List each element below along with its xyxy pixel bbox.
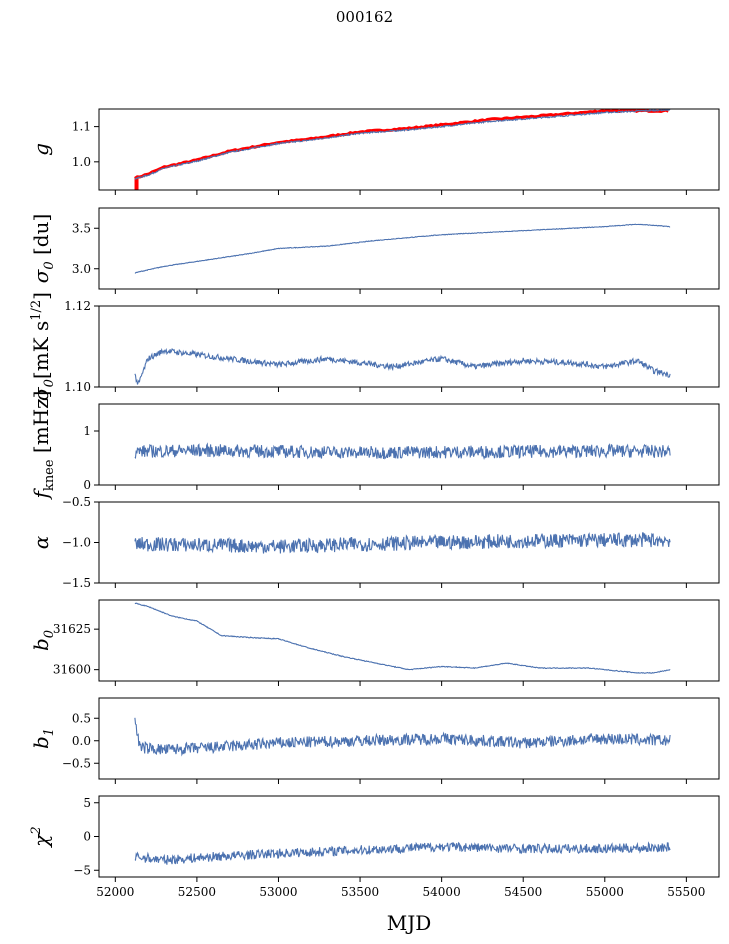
y-tick-label: 3.5 [72,221,91,235]
panel-frame [98,108,720,191]
y-tick-label: −0.5 [62,495,91,509]
panel-frame [98,403,720,486]
y-tick-label: 31625 [53,622,91,636]
figure-title: 000162 [335,8,394,26]
panel-frame [98,795,720,878]
y-tick-label: 5 [83,796,91,810]
y-tick-label: 0.5 [72,711,91,725]
panel-3: 1.10 1.12 σ0[mK s1/2] [29,292,720,401]
x-tick-label: 52000 [96,885,134,899]
panel-5: −1.5 −1.0 −0.5 α [29,495,720,590]
y-tick-label: −1.0 [62,536,91,550]
series-line-2 [134,109,671,180]
y-tick-label: −5 [73,863,91,877]
series-line-1 [134,223,671,274]
y-axis-label: b0 [29,630,57,651]
y-axis-label: fknee [mHz] [29,391,57,501]
y-tick-label: 1.10 [64,380,91,394]
y-tick-label: 3.0 [72,262,91,276]
y-tick-label: 0 [83,830,91,844]
panel-frame [98,697,720,780]
y-tick-label: 0.0 [72,734,91,748]
series-line-1 [134,347,671,385]
panel-7: −0.5 0.0 0.5 b1 [29,697,720,784]
y-tick-label: 1.12 [64,299,91,313]
y-axis-label: g [29,143,53,156]
panel-4: 0 1 fknee [mHz] [29,391,720,501]
series-line-1 [134,602,671,674]
panel-2: 3.0 3.5 σ0 [du] [29,207,720,294]
x-tick-label: 55000 [586,885,624,899]
y-axis-label: α [29,535,53,549]
series-line-1 [134,109,670,180]
panel-8: −5 0 5 χ2 [29,795,720,882]
x-tick-label: 52500 [178,885,216,899]
panel-frame [98,599,720,682]
panel-frame [98,305,720,388]
series-line-1 [134,442,671,460]
y-tick-label: 1.0 [72,155,91,169]
y-axis-label: σ0 [du] [29,214,57,284]
x-tick-label: 53500 [341,885,379,899]
x-tick-label: 53000 [259,885,297,899]
y-tick-label: 1 [83,424,91,438]
y-axis-label: σ0[mK s1/2] [29,292,57,401]
y-tick-label: −1.5 [62,576,91,590]
y-tick-label: 31600 [53,663,91,677]
x-tick-label: 54500 [504,885,542,899]
panel-frame [98,207,720,290]
y-axis-label: χ2 [29,826,53,848]
y-tick-label: −0.5 [62,756,91,770]
series-line-1 [134,841,671,865]
x-tick-label: 55500 [667,885,705,899]
y-tick-label: 1.1 [72,120,91,134]
series-line-1 [134,532,671,554]
y-tick-label: 0 [83,478,91,492]
x-axis-label: MJD [387,911,432,935]
series-line-1 [134,717,671,757]
x-tick-label: 54000 [423,885,461,899]
y-axis-label: b1 [29,728,57,749]
panel-1: 1.0 1.1 g [29,108,720,195]
